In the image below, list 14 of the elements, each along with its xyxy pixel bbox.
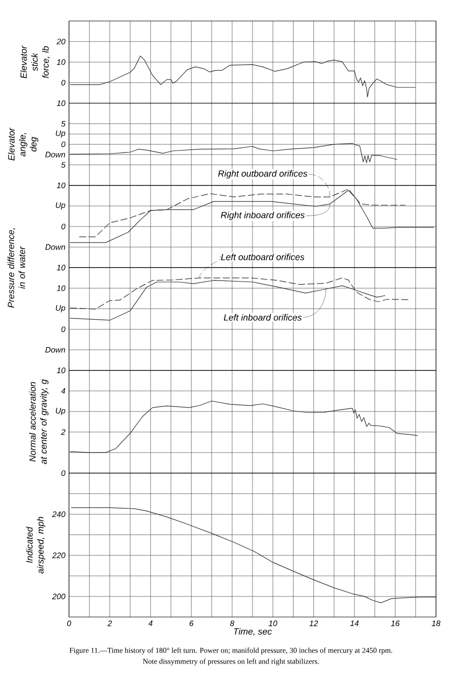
line-series <box>70 507 436 604</box>
y-axis-title: Elevator angle, deg <box>8 128 38 160</box>
y-axis-title: Indicated airspeed, mph <box>26 516 46 574</box>
line-series <box>70 400 418 453</box>
legend-label: Right inboard orifices <box>220 212 305 220</box>
y-axis-title: Normal acceleration at center of gravity, g <box>29 379 48 464</box>
line-series <box>70 143 398 164</box>
y-axis-title: Elevator stick force, lb <box>20 45 50 78</box>
x-axis-title: Time, sec <box>234 628 272 636</box>
series-label: Right outboard orifices <box>218 170 308 178</box>
y-axis-title: Pressure difference, in of water <box>8 228 26 308</box>
series-label: Left outboard orifices <box>221 254 304 260</box>
text: Left inboard orifices <box>224 314 302 321</box>
line-series <box>70 56 416 98</box>
